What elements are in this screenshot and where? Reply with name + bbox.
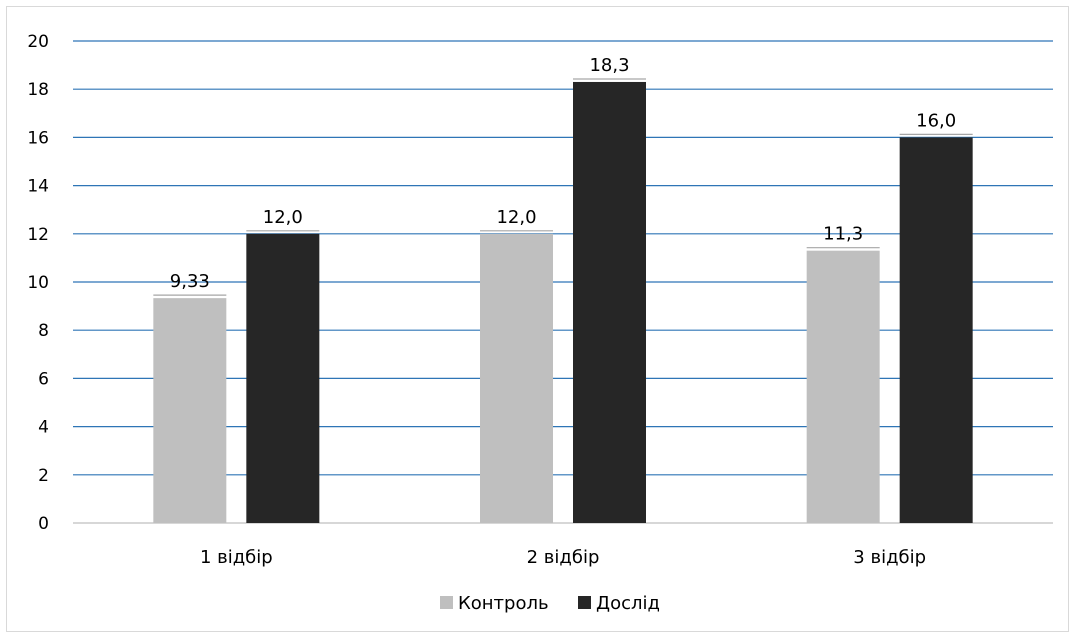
- x-tick-label: 2 відбір: [527, 547, 600, 568]
- bar: [246, 233, 320, 524]
- y-tick-label: 12: [27, 225, 49, 245]
- y-tick-label: 8: [38, 321, 49, 341]
- y-tick-label: 14: [27, 177, 49, 197]
- legend-swatch: [440, 596, 453, 609]
- y-tick-label: 0: [38, 514, 49, 534]
- legend-label: Дослід: [596, 593, 660, 614]
- x-tick-label: 1 відбір: [200, 547, 273, 568]
- y-tick-label: 4: [38, 418, 49, 438]
- data-label: 9,33: [170, 271, 210, 292]
- y-tick-label: 20: [27, 32, 49, 52]
- bars: [153, 81, 973, 524]
- bar: [480, 233, 553, 524]
- data-labels: 9,33 12,0 12,0 18,3 11,3 16,0: [153, 55, 973, 296]
- y-axis: 0 2 4 6 8 10 12 14 16 18 20: [27, 32, 49, 534]
- bar: [899, 137, 973, 523]
- bar-chart: 0 2 4 6 8 10 12 14 16 18 20 9,33 12,0 12,0 18,3 11,3 16…: [27, 32, 1053, 614]
- data-label: 16,0: [916, 110, 956, 131]
- data-label: 12,0: [263, 207, 303, 228]
- data-label: 12,0: [496, 207, 536, 228]
- y-tick-label: 18: [27, 80, 49, 100]
- bar: [806, 250, 880, 524]
- bar: [153, 298, 227, 523]
- y-tick-label: 10: [27, 273, 49, 293]
- data-label: 11,3: [823, 224, 863, 245]
- gridlines: [73, 40, 1053, 524]
- data-label: 18,3: [589, 55, 629, 76]
- y-tick-label: 6: [38, 369, 49, 389]
- legend: Контроль Дослід: [440, 593, 660, 614]
- bar: [573, 81, 646, 523]
- x-axis: 1 відбір 2 відбір 3 відбір: [200, 547, 926, 568]
- y-tick-label: 16: [27, 128, 49, 148]
- legend-swatch: [578, 596, 591, 609]
- y-tick-label: 2: [38, 466, 49, 486]
- chart-frame: 0 2 4 6 8 10 12 14 16 18 20 9,33 12,0 12,0 18,3 11,3 16…: [6, 6, 1069, 632]
- legend-label: Контроль: [458, 593, 549, 614]
- x-tick-label: 3 відбір: [853, 547, 926, 568]
